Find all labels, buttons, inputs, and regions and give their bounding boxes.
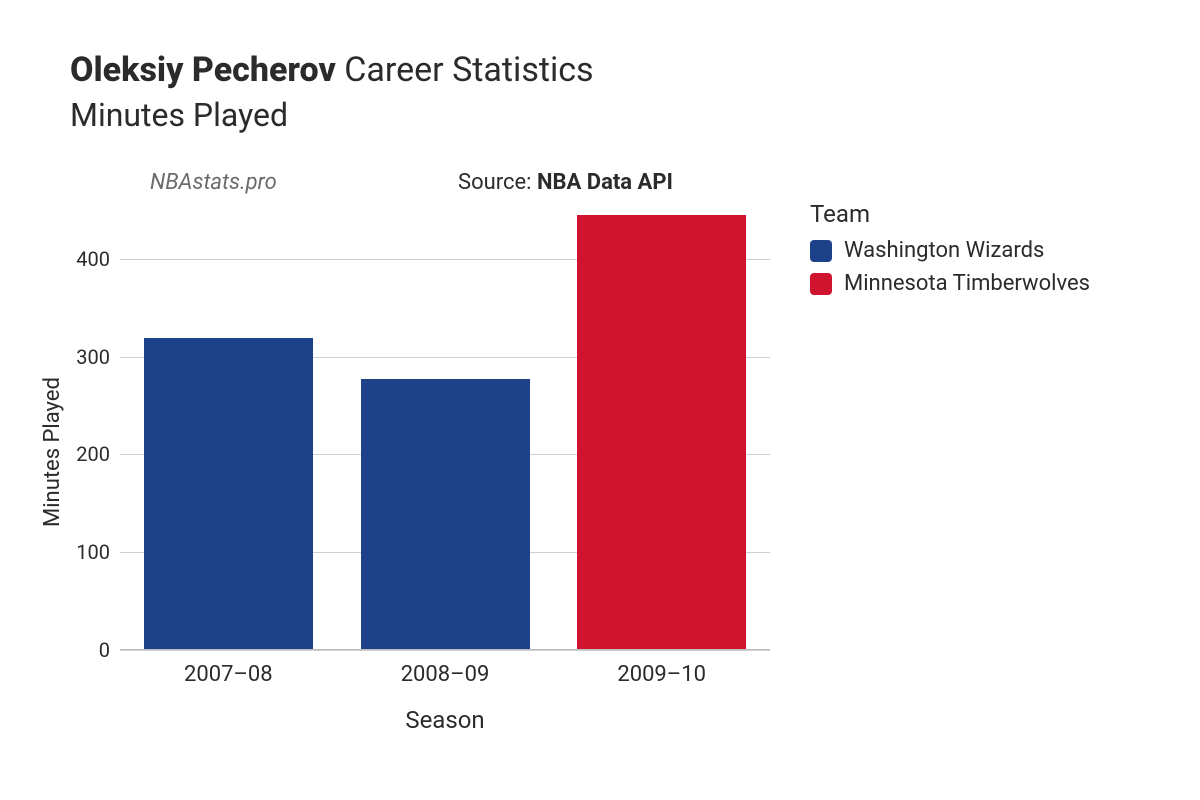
x-tick-label: 2008–09: [401, 662, 490, 687]
bar: [144, 338, 313, 649]
y-tick-label: 0: [70, 638, 110, 662]
legend: Team Washington Wizards Minnesota Timberw…: [810, 200, 1090, 304]
plot-area: [120, 210, 770, 650]
legend-label: Washington Wizards: [844, 238, 1044, 263]
legend-item: Washington Wizards: [810, 238, 1090, 263]
source-attribution: Source: NBA Data API: [458, 170, 673, 195]
x-tick-label: 2007–08: [184, 662, 273, 687]
legend-item: Minnesota Timberwolves: [810, 271, 1090, 296]
y-tick-label: 200: [70, 442, 110, 466]
source-prefix: Source:: [458, 170, 537, 195]
x-tick-label: 2009–10: [617, 662, 706, 687]
gridline: [120, 650, 770, 651]
watermark-text: NBAstats.pro: [150, 170, 277, 195]
chart-subtitle: Minutes Played: [70, 96, 594, 134]
bar: [577, 215, 746, 649]
source-name: NBA Data API: [537, 170, 673, 195]
legend-swatch: [810, 273, 832, 295]
legend-swatch: [810, 240, 832, 262]
legend-label: Minnesota Timberwolves: [844, 271, 1090, 296]
chart-title-block: Oleksiy Pecherov Career Statistics Minut…: [70, 50, 594, 134]
x-axis-title: Season: [405, 706, 484, 734]
bar: [361, 379, 530, 649]
chart-title-bold: Oleksiy Pecherov: [70, 50, 336, 90]
chart-title-rest: Career Statistics: [336, 50, 594, 90]
chart-container: Oleksiy Pecherov Career Statistics Minut…: [0, 0, 1200, 800]
y-tick-label: 400: [70, 247, 110, 271]
legend-title: Team: [810, 200, 1090, 228]
y-axis-title: Minutes Played: [40, 377, 65, 527]
y-tick-label: 100: [70, 540, 110, 564]
chart-title: Oleksiy Pecherov Career Statistics: [70, 50, 594, 90]
y-tick-label: 300: [70, 345, 110, 369]
